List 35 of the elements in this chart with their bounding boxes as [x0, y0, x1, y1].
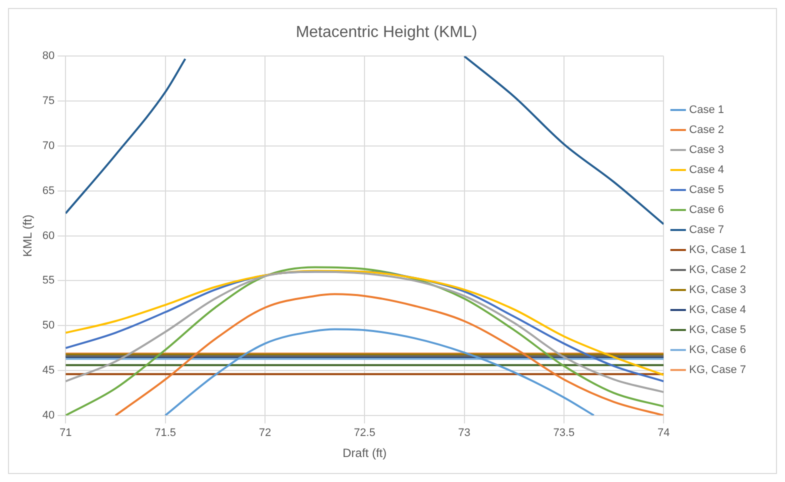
legend-label: KG, Case 5	[689, 324, 746, 336]
chart-title: Metacentric Height (KML)	[296, 24, 478, 42]
legend-label: Case 4	[689, 164, 724, 176]
x-tick-label: 71.5	[154, 427, 176, 440]
legend-label: Case 5	[689, 184, 724, 196]
y-axis-title: KML (ft)	[20, 214, 35, 257]
legend-label: KG, Case 7	[689, 364, 746, 376]
legend-label: KG, Case 3	[689, 284, 746, 296]
y-tick-label: 55	[42, 274, 55, 287]
legend-label: Case 1	[689, 104, 724, 116]
line-series	[164, 328, 595, 416]
legend-label: KG, Case 4	[689, 304, 746, 316]
y-tick-label: 75	[42, 95, 55, 108]
x-tick-label: 74	[658, 427, 670, 440]
y-tick-label: 70	[42, 140, 55, 152]
y-tick-label: 65	[42, 184, 55, 197]
x-tick-label: 73.5	[553, 427, 575, 440]
y-tick-label: 50	[42, 320, 55, 332]
legend-label: Case 7	[689, 224, 724, 236]
y-tick-label: 80	[42, 50, 55, 62]
legend-label: KG, Case 6	[689, 344, 746, 356]
x-tick-label: 72.5	[354, 427, 376, 440]
legend-label: Case 3	[689, 144, 724, 156]
y-tick-label: 40	[42, 409, 55, 422]
x-tick-label: 73	[458, 427, 470, 440]
legend-label: KG, Case 1	[689, 244, 746, 256]
legend-label: KG, Case 2	[689, 264, 746, 276]
legend-label: Case 2	[689, 124, 724, 136]
x-axis-title: Draft (ft)	[342, 446, 387, 460]
legend-label: Case 6	[689, 204, 724, 216]
x-tick-label: 72	[258, 427, 272, 440]
y-tick-label: 60	[42, 230, 55, 242]
y-tick-label: 45	[42, 364, 55, 377]
x-tick-label: 71	[60, 427, 72, 440]
line-series	[114, 293, 664, 416]
